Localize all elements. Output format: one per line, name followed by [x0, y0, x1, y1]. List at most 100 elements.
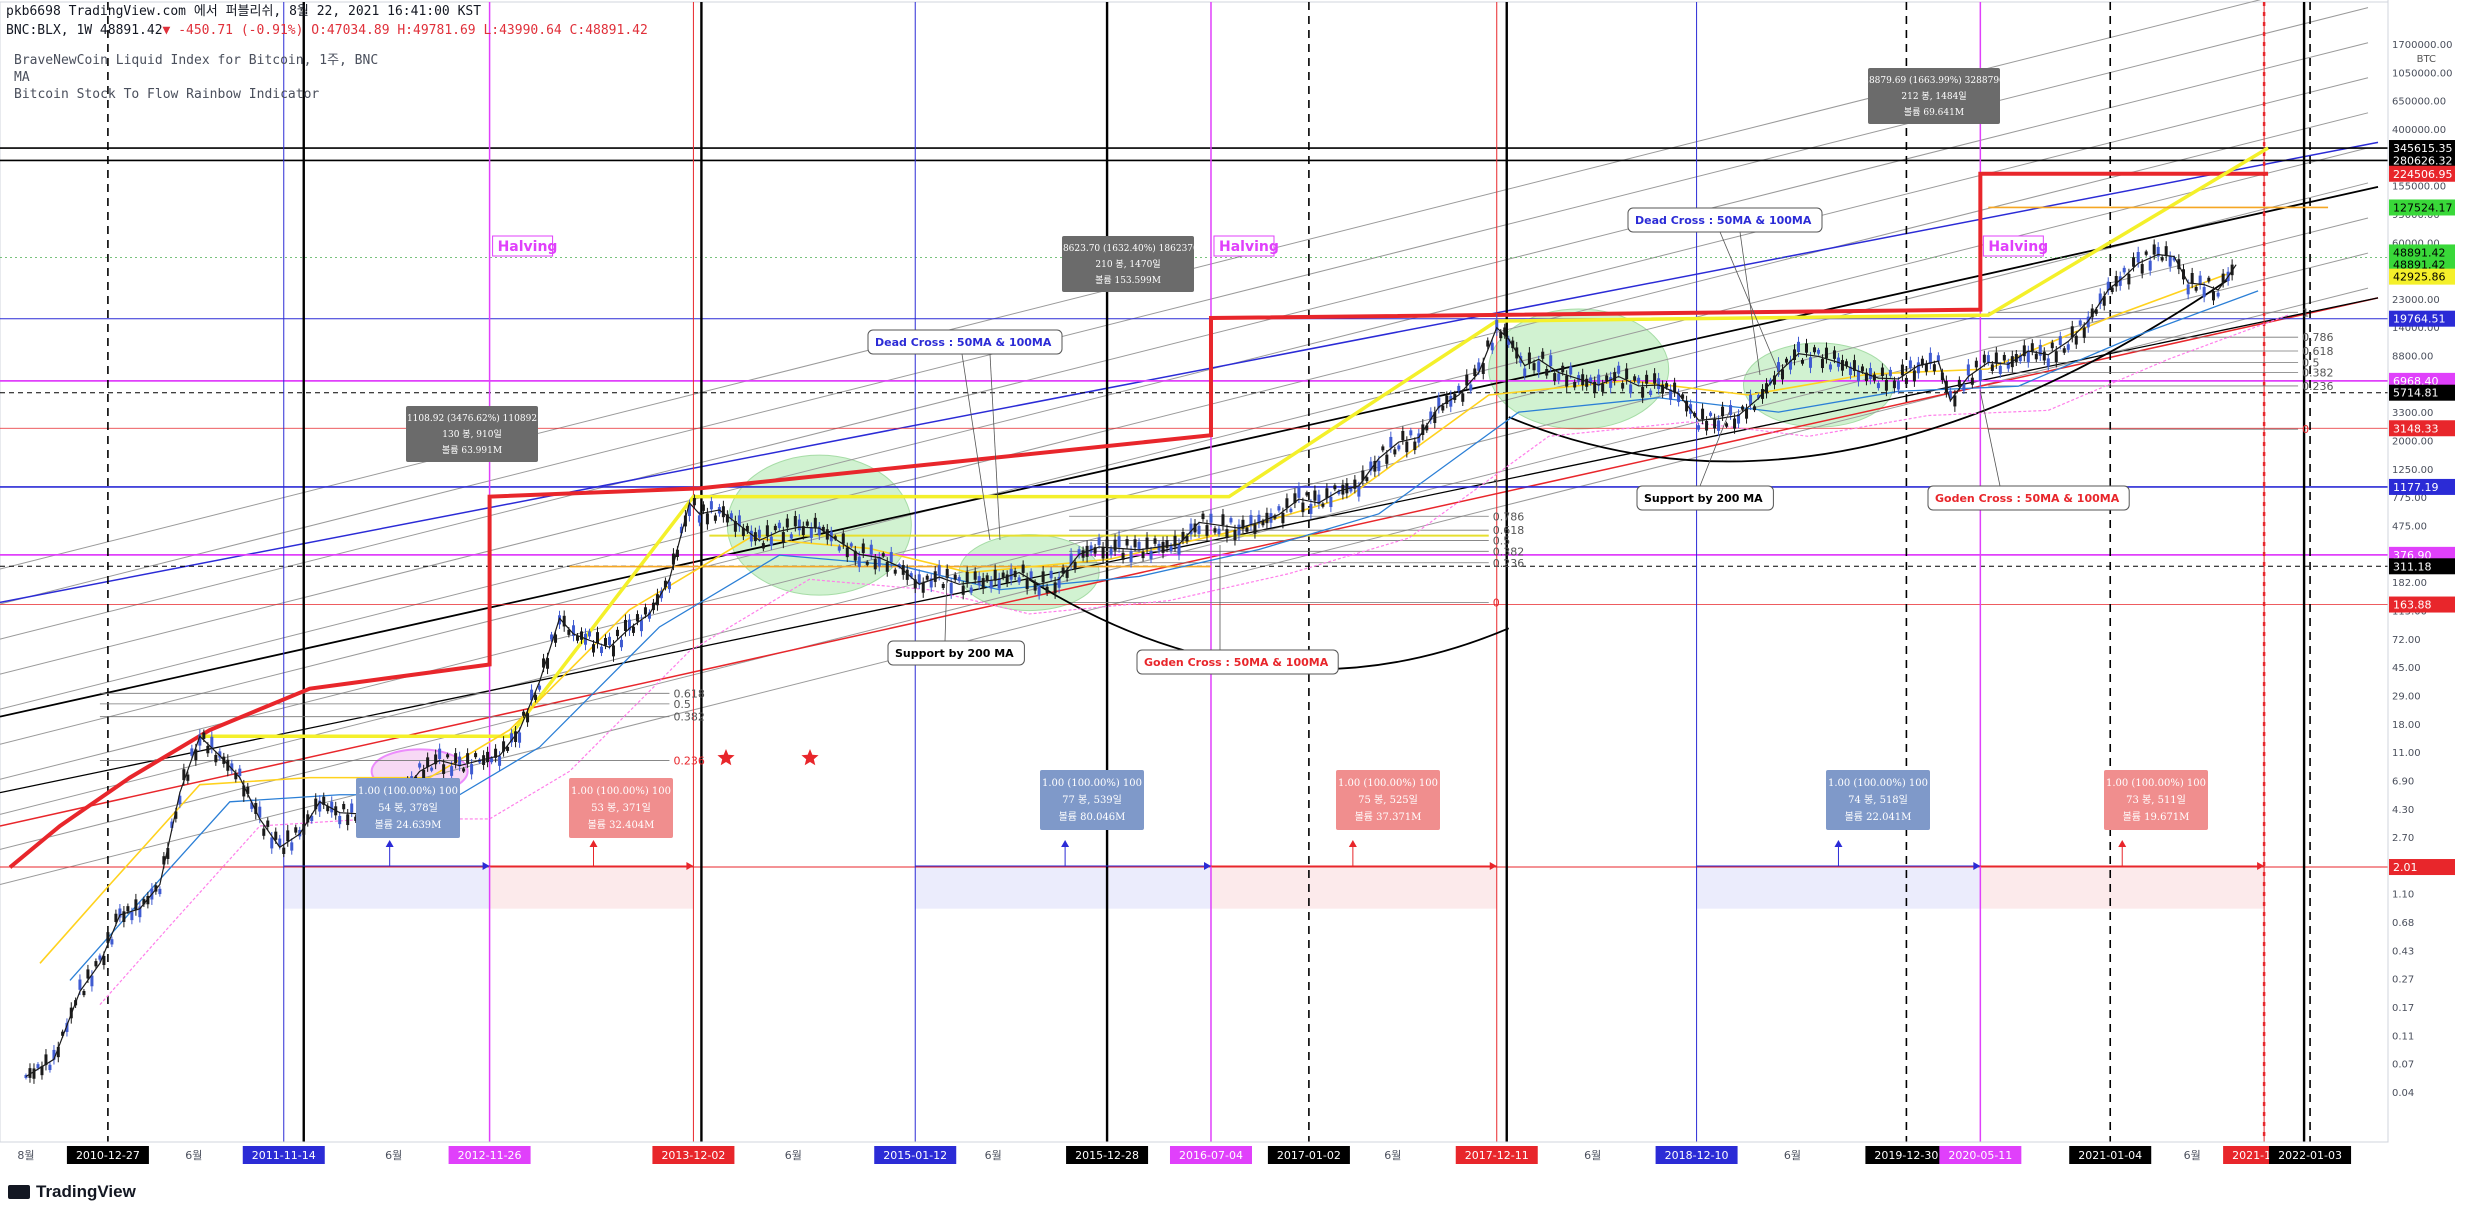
price-candle [1181, 531, 1185, 541]
legend-rainbow[interactable]: Bitcoin Stock To Flow Rainbow Indicator [14, 87, 320, 102]
y-tick-label: 0.27 [2392, 975, 2414, 986]
price-candle [789, 534, 793, 539]
price-candle [2054, 351, 2058, 363]
measure-box-box [2104, 770, 2208, 830]
price-tag-text: 224506.95 [2393, 168, 2453, 181]
date-tag: 2022-01-03 [2269, 1146, 2352, 1164]
price-candle [599, 646, 603, 653]
price-candle [322, 796, 326, 805]
price-candle [286, 830, 290, 842]
price-candle [1481, 363, 1485, 374]
date-tag: 2011-11-14 [242, 1146, 325, 1164]
price-candle [897, 564, 901, 568]
price-candle [1313, 490, 1317, 501]
price-candle [1713, 418, 1717, 429]
price-candle [1503, 327, 1507, 335]
arrow-head [589, 840, 598, 847]
measure-box-line: 볼륨 22.041M [1845, 811, 1912, 823]
price-candle [1884, 379, 1888, 391]
legend-symbol[interactable]: BraveNewCoin Liquid Index for Bitcoin, 1… [14, 53, 379, 68]
price-candle [1057, 576, 1061, 588]
price-candle [78, 979, 82, 990]
price-candle [781, 532, 785, 543]
rainbow-band [0, 182, 2369, 780]
date-tag-bg [2269, 1146, 2352, 1164]
dead-cross-callout-text: Dead Cross : 50MA & 100MA [1635, 214, 1812, 227]
range-stats-line: 328879.69 (1663.99%) 32887969 [1858, 75, 2011, 86]
arrow-head [1489, 862, 1497, 870]
price-candle [490, 758, 494, 763]
price-candle [2114, 276, 2118, 287]
halving-box [1982, 235, 2044, 257]
dead-cross-callout-box [1627, 207, 1823, 233]
price-candle [1417, 433, 1421, 443]
price-candle [1309, 504, 1313, 514]
price-candle [1593, 381, 1597, 393]
price-candle [761, 543, 765, 549]
dead-cross-callout-text: Dead Cross : 50MA & 100MA [875, 336, 1052, 349]
price-candle [1009, 568, 1013, 580]
price-candle [1924, 364, 1928, 372]
price-candle [1601, 383, 1605, 392]
date-tag-text: 2017-12-11 [1465, 1149, 1529, 1162]
fib-label: 0.786 [2302, 331, 2334, 344]
price-tag: 224506.95 [2389, 165, 2455, 182]
price-candle [1177, 543, 1181, 555]
price-candle [2140, 264, 2144, 274]
price-candle [725, 514, 729, 523]
tradingview-logo-icon [8, 1185, 30, 1199]
price-candle [1393, 449, 1397, 455]
y-tick-label: 0.04 [2392, 1088, 2414, 1099]
goden-cross-callout-text: Goden Cross : 50MA & 100MA [1144, 656, 1329, 669]
price-candle [1962, 384, 1966, 391]
price-candle [218, 751, 222, 758]
price-candle [1757, 394, 1761, 399]
price-candle [1824, 347, 1828, 359]
price-candle [1511, 340, 1515, 349]
price-candle [242, 785, 246, 797]
fib-label: 1 [1493, 477, 1500, 490]
x-tick-label: 6월 [985, 1149, 1002, 1162]
price-candle [805, 521, 809, 526]
price-candle [238, 768, 242, 776]
price-candle [1753, 406, 1757, 411]
price-candle [1998, 365, 2002, 374]
price-candle [1337, 490, 1341, 494]
price-candle [2132, 257, 2136, 267]
price-candle [534, 694, 538, 700]
price-candle [697, 515, 701, 523]
price-candle [498, 756, 502, 766]
price-candle [1425, 425, 1429, 431]
price-candle [1792, 349, 1796, 361]
legend-ma[interactable]: MA [14, 70, 30, 85]
price-tag: 1177.19 [2389, 478, 2455, 495]
price-candle [1021, 564, 1025, 573]
price-candle [254, 803, 258, 814]
price-candle [458, 756, 462, 767]
price-candle [61, 1031, 65, 1036]
arrow-head [482, 862, 490, 870]
date-tag-bg [1267, 1146, 1350, 1164]
price-candle [418, 763, 422, 768]
date-tag-text: 2019-12-30 [1874, 1149, 1938, 1162]
y-tick-label: 11.00 [2392, 748, 2421, 759]
price-change: ▼ -450.71 (-0.91%) [162, 23, 304, 38]
y-tick-label: 775.00 [2392, 493, 2427, 504]
date-tag-bg [1066, 1146, 1149, 1164]
price-candle [466, 753, 470, 763]
date-tag-text: 2020-05-11 [1948, 1149, 2012, 1162]
price-candle [849, 543, 853, 547]
measure-box-line: 53 봉, 371일 [591, 802, 651, 814]
price-candle [2152, 244, 2156, 255]
date-tag: 2013-12-02 [652, 1146, 735, 1164]
price-candle [1053, 582, 1057, 594]
price-candle [190, 748, 194, 756]
price-candle [2202, 287, 2206, 298]
price-candle [1209, 513, 1213, 523]
price-candle [1409, 430, 1413, 436]
price-candle [873, 559, 877, 570]
price-candle [166, 848, 170, 859]
price-candle [554, 634, 558, 643]
price-candle [1900, 364, 1904, 376]
